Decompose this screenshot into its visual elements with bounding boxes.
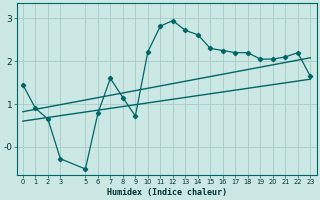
X-axis label: Humidex (Indice chaleur): Humidex (Indice chaleur) [107,188,227,197]
